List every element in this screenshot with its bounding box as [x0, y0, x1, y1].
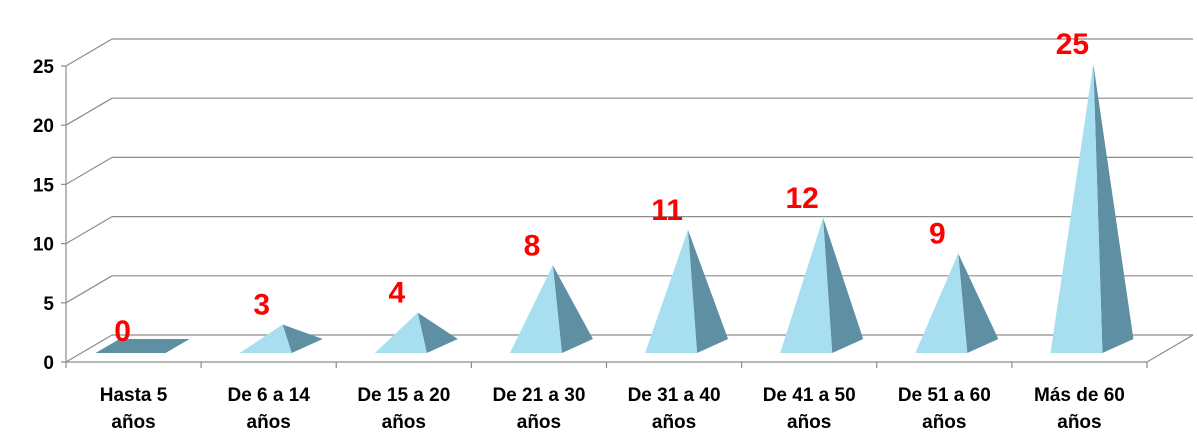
- y-tick-label: 20: [33, 116, 54, 137]
- x-axis-category-labels: Hasta 5 años De 6 a 14 años De 15 a 20 años De…: [100, 385, 1125, 433]
- pyramid-bar: [645, 229, 729, 353]
- y-tick-label: 5: [43, 294, 54, 315]
- category-label: Hasta 5 años: [100, 385, 168, 433]
- pyramids: [95, 64, 1134, 353]
- category-label: De 31 a 40 años: [628, 385, 721, 433]
- pyramid-bar: [95, 339, 190, 353]
- gridline: [65, 275, 1193, 304]
- gridline: [65, 334, 1193, 363]
- category-label: Más de 60 años: [1034, 385, 1125, 433]
- data-label: 12: [786, 182, 819, 215]
- y-axis-tick-labels: 0 5 10 15 20 25: [33, 57, 55, 374]
- axes: [61, 65, 1194, 368]
- y-tick-label: 25: [33, 57, 55, 78]
- category-label: De 15 a 20 años: [357, 385, 450, 433]
- data-label: 9: [929, 217, 946, 250]
- pyramid-bar: [915, 253, 999, 353]
- category-label: De 21 a 30 años: [492, 385, 585, 433]
- floor-edge: [1146, 334, 1194, 363]
- data-label: 25: [1056, 28, 1089, 61]
- pyramid-bar: [1050, 64, 1134, 353]
- data-label: 11: [651, 194, 683, 227]
- data-label: 3: [253, 288, 270, 321]
- data-label: 4: [388, 277, 405, 310]
- pyramid-bar: [780, 217, 864, 353]
- data-label: 8: [524, 229, 541, 262]
- pyramid-bar: [509, 265, 593, 353]
- data-labels: 0 3 4 8 11 12 9 25: [114, 28, 1089, 348]
- y-tick-label: 10: [33, 235, 54, 256]
- pyramid-bar: [239, 324, 323, 353]
- gridline: [65, 38, 1193, 67]
- category-label: De 6 a 14 años: [227, 385, 310, 433]
- data-label: 0: [114, 315, 131, 348]
- pyramid-bar: [374, 312, 458, 353]
- gridline: [65, 97, 1193, 126]
- gridline: [65, 156, 1193, 185]
- gridline: [65, 216, 1193, 245]
- y-tick-label: 0: [43, 353, 54, 374]
- gridlines: [65, 38, 1193, 363]
- category-label: De 51 a 60 años: [898, 385, 991, 433]
- category-label: De 41 a 50 años: [763, 385, 856, 433]
- y-tick-label: 15: [33, 175, 55, 196]
